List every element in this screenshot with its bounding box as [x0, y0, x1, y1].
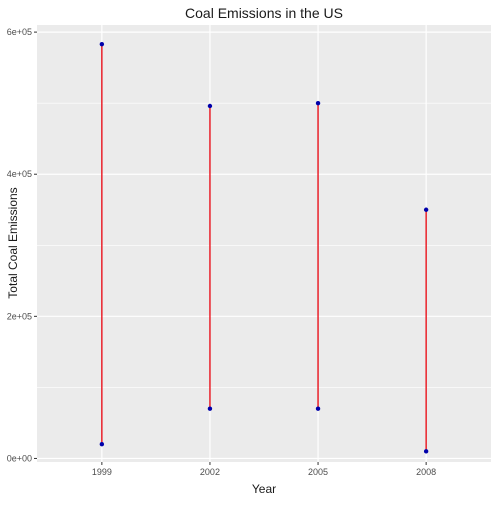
x-tick-label: 2005 — [308, 467, 328, 477]
y-tick-label: 0e+00 — [7, 453, 32, 463]
axis-layer: 0e+00 2e+05 4e+05 6e+05 1999 2002 2005 2008 — [7, 27, 436, 477]
data-point-low — [207, 406, 213, 411]
x-axis-label: Year — [252, 482, 276, 496]
data-point-low — [99, 442, 105, 447]
y-axis-label: Total Coal Emissions — [6, 187, 20, 298]
data-point-high — [207, 103, 213, 109]
x-tick-label: 2002 — [200, 467, 220, 477]
data-point-high — [423, 207, 429, 212]
data-point-low — [315, 406, 321, 411]
data-point-low — [423, 449, 429, 454]
y-tick-label: 6e+05 — [7, 27, 32, 37]
data-point-high — [99, 41, 105, 47]
chart-title: Coal Emissions in the US — [185, 5, 343, 21]
y-tick-label: 4e+05 — [7, 169, 32, 179]
x-tick-label: 2008 — [416, 467, 436, 477]
data-layer — [99, 41, 429, 454]
y-tick-label: 2e+05 — [7, 311, 32, 321]
data-point-high — [315, 100, 321, 106]
plot-panel — [37, 25, 491, 462]
x-tick-label: 1999 — [92, 467, 112, 477]
